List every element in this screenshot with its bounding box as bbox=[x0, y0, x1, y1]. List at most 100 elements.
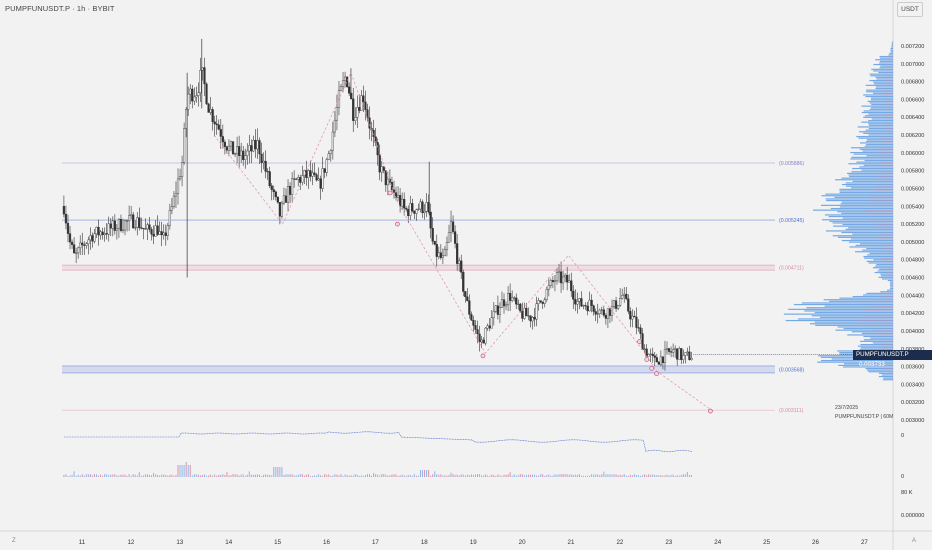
volume-profile-bar bbox=[866, 292, 893, 294]
volume-bar bbox=[589, 475, 591, 477]
candle-body bbox=[346, 76, 349, 88]
volume-bar bbox=[558, 474, 560, 477]
volume-bar bbox=[542, 474, 544, 477]
volume-bar bbox=[236, 474, 238, 477]
x-axis-tick-label: 25 bbox=[763, 539, 770, 546]
volume-bar bbox=[631, 475, 633, 477]
volume-profile-bar bbox=[871, 118, 893, 120]
volume-profile-bar bbox=[879, 268, 893, 270]
volume-profile-sell-bar bbox=[881, 243, 893, 245]
candle-body bbox=[488, 325, 491, 329]
volume-profile-sell-bar bbox=[878, 238, 893, 240]
volume-profile-bar bbox=[866, 91, 893, 93]
volume-bar bbox=[640, 475, 642, 477]
volume-profile-bar bbox=[825, 193, 893, 195]
volume-bar bbox=[77, 474, 79, 477]
candle-body bbox=[299, 177, 302, 183]
candle-body bbox=[146, 224, 149, 230]
volume-profile-bar bbox=[865, 95, 893, 98]
candle-body bbox=[535, 303, 538, 320]
volume-bar bbox=[666, 474, 668, 477]
candle-body bbox=[209, 109, 212, 113]
volume-bar bbox=[540, 474, 542, 477]
volume-bar bbox=[411, 475, 413, 477]
volume-bar bbox=[352, 475, 354, 477]
volume-bar bbox=[83, 475, 85, 477]
candle-body bbox=[639, 327, 642, 334]
auto-scale-button[interactable]: A bbox=[912, 538, 917, 544]
volume-profile-bar bbox=[867, 254, 893, 256]
volume-bar bbox=[222, 474, 224, 477]
candle-body bbox=[121, 229, 125, 231]
volume-profile-bar bbox=[890, 286, 893, 288]
candle-body bbox=[315, 174, 318, 181]
candle-body bbox=[223, 141, 226, 147]
candle-body bbox=[162, 232, 165, 236]
candle-body bbox=[333, 119, 336, 133]
volume-bar bbox=[118, 475, 120, 477]
volume-profile-bar bbox=[864, 115, 893, 117]
volume-bar bbox=[554, 474, 556, 477]
volume-bar bbox=[580, 475, 582, 477]
volume-profile-sell-bar bbox=[882, 94, 893, 96]
volume-bar bbox=[297, 474, 299, 477]
candle-body bbox=[87, 239, 90, 244]
volume-bar bbox=[122, 474, 124, 477]
candle-body bbox=[386, 178, 389, 186]
candle-body bbox=[134, 227, 137, 229]
volume-bar bbox=[232, 474, 234, 477]
candle-body bbox=[580, 298, 583, 307]
volume-profile-bar bbox=[878, 71, 893, 74]
volume-bar bbox=[161, 474, 163, 477]
volume-bar bbox=[322, 475, 324, 477]
volume-bar bbox=[393, 474, 395, 477]
timezone-z-label[interactable]: Z bbox=[12, 538, 16, 544]
y-axis-tick-label: 0.006600 bbox=[901, 97, 924, 103]
volume-bar bbox=[305, 474, 307, 477]
candle-body bbox=[339, 86, 343, 91]
volume-bar bbox=[358, 475, 360, 477]
candle-body bbox=[445, 242, 449, 250]
volume-profile-sell-bar bbox=[885, 103, 893, 106]
volume-bar bbox=[674, 475, 676, 477]
volume-bar bbox=[307, 474, 309, 477]
volume-profile-bar bbox=[841, 239, 893, 242]
volume-bar bbox=[93, 474, 95, 477]
volume-profile-sell-bar bbox=[878, 295, 893, 298]
candle-body bbox=[254, 140, 257, 150]
candle-body bbox=[75, 252, 78, 254]
volume-profile-bar bbox=[881, 374, 893, 376]
candle-body bbox=[240, 150, 243, 156]
volume-bar bbox=[124, 474, 126, 477]
volume-bar bbox=[660, 475, 662, 477]
volume-profile-bar bbox=[845, 182, 893, 184]
volume-profile-bar bbox=[863, 339, 893, 341]
volume-bar bbox=[562, 474, 564, 477]
volume-bar bbox=[181, 465, 183, 477]
y-axis-tick-label: 0.003200 bbox=[901, 400, 924, 406]
level-label-0: (0.005886) bbox=[779, 161, 804, 167]
y-axis-tick-label: 0.004200 bbox=[901, 311, 924, 317]
volume-profile-bar bbox=[848, 227, 893, 229]
volume-profile-bar bbox=[842, 366, 893, 368]
volume-bar bbox=[210, 474, 212, 477]
candle-body bbox=[472, 319, 475, 326]
currency-unit-button[interactable]: USDT bbox=[897, 2, 923, 17]
candle-body bbox=[191, 88, 194, 102]
candle-body bbox=[590, 299, 593, 306]
volume-profile-bar bbox=[832, 235, 893, 237]
candle-body bbox=[103, 233, 106, 235]
level-label-3: (0.003568) bbox=[779, 367, 804, 373]
volume-profile-sell-bar bbox=[875, 223, 893, 226]
volume-profile-sell-bar bbox=[878, 156, 893, 158]
volume-bar bbox=[89, 474, 91, 477]
volume-profile-bar bbox=[879, 62, 893, 64]
volume-bar bbox=[356, 474, 358, 477]
candle-body bbox=[584, 305, 587, 307]
candle-body bbox=[307, 170, 310, 178]
candle-body bbox=[291, 178, 294, 195]
x-axis-tick-label: 26 bbox=[812, 539, 819, 546]
volume-bar bbox=[364, 475, 366, 477]
volume-bar bbox=[362, 475, 364, 477]
